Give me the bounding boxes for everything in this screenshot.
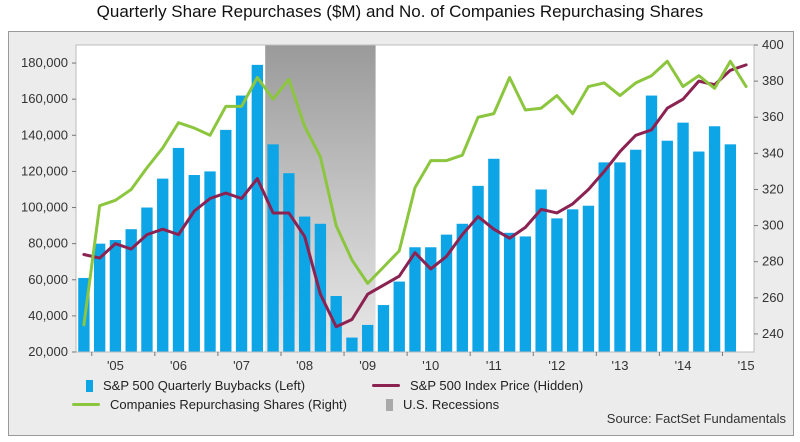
right-tick-label: 380 (762, 73, 784, 88)
right-tick-label: 400 (762, 37, 784, 52)
bar-2005Q2 (109, 240, 122, 352)
bar-2014Q1 (661, 140, 673, 352)
x-tick-label: '12 (548, 358, 565, 373)
bar-2012Q1 (535, 189, 547, 352)
legend-label-buybacks: S&P 500 Quarterly Buybacks (Left) (103, 378, 306, 393)
legend-label-index: S&P 500 Index Price (Hidden) (410, 378, 584, 393)
x-tick-label: '08 (296, 358, 313, 373)
right-tick-label: 260 (762, 290, 784, 305)
chart-title: Quarterly Share Repurchases ($M) and No.… (96, 2, 704, 21)
x-tick-label: '11 (486, 358, 502, 373)
right-tick-label: 340 (762, 145, 784, 160)
bar-2014Q4 (708, 126, 721, 352)
legend-swatch-companies (72, 403, 100, 406)
right-tick-label: 320 (762, 181, 784, 196)
x-tick-label: '06 (170, 358, 187, 373)
bar-2008Q1 (283, 173, 295, 352)
bar-2014Q3 (693, 151, 705, 352)
legend-recessions: U.S. Recessions (386, 397, 499, 412)
x-tick-label: '05 (107, 358, 124, 373)
bar-2015Q1 (724, 144, 737, 352)
bar-2008Q2 (298, 216, 311, 352)
bar-2006Q3 (188, 175, 200, 352)
bar-2006Q2 (172, 147, 185, 352)
legend-buybacks: S&P 500 Quarterly Buybacks (Left) (86, 378, 305, 393)
bar-2009Q1 (346, 337, 358, 352)
x-tick-label: '15 (738, 358, 755, 373)
left-tick-label: 180,000 (21, 55, 68, 70)
x-tick-label: '07 (233, 358, 250, 373)
legend-label-companies: Companies Repurchasing Shares (Right) (110, 397, 348, 412)
bar-2006Q1 (157, 178, 169, 352)
right-tick-label: 360 (762, 109, 784, 124)
bar-2014Q2 (677, 122, 689, 352)
source-note: Source: FactSet Fundamentals (606, 411, 786, 426)
plot-border (75, 44, 755, 353)
series-line-index-price (82, 63, 748, 329)
bar-2010Q2 (425, 247, 437, 352)
bar-2013Q3 (630, 149, 642, 352)
legend-index: S&P 500 Index Price (Hidden) (372, 378, 583, 393)
bar-2010Q3 (440, 234, 453, 352)
bar-2006Q4 (204, 171, 216, 352)
x-tick-label: '14 (675, 358, 692, 373)
right-tick-label: 300 (762, 218, 784, 233)
left-tick-label: 60,000 (28, 272, 68, 287)
legend-label-recessions: U.S. Recessions (403, 397, 500, 412)
left-tick-label: 160,000 (21, 91, 68, 106)
bar-2009Q4 (393, 281, 405, 352)
bar-2012Q2 (551, 218, 563, 352)
bar-2013Q1 (598, 162, 610, 352)
bar-2012Q3 (566, 209, 579, 352)
bar-2013Q4 (645, 95, 658, 353)
bar-2009Q2 (362, 324, 374, 352)
bar-2009Q3 (377, 305, 390, 352)
bar-2005Q3 (125, 229, 137, 352)
x-tick-label: '10 (422, 358, 439, 373)
bar-2007Q2 (235, 95, 248, 353)
bar-2007Q1 (220, 129, 232, 352)
legend-swatch-recessions (386, 398, 393, 411)
legend-swatch-index (372, 384, 400, 387)
series-line-companies-repurchasing (82, 59, 748, 327)
left-tick-label: 120,000 (21, 163, 68, 178)
left-tick-label: 40,000 (28, 308, 68, 323)
bar-2008Q3 (314, 223, 327, 352)
bar-2011Q3 (503, 232, 516, 352)
bar-2011Q2 (488, 158, 500, 352)
bar-2005Q1 (93, 243, 106, 352)
bar-2010Q1 (409, 247, 421, 352)
legend-swatch-buybacks (86, 379, 93, 392)
bar-2011Q1 (472, 185, 484, 352)
x-tick-label: '09 (359, 358, 376, 373)
bar-2010Q4 (456, 223, 468, 352)
bar-2011Q4 (519, 236, 532, 352)
left-tick-label: 20,000 (28, 344, 68, 359)
bar-2005Q4 (141, 207, 153, 352)
right-tick-label: 240 (762, 326, 784, 341)
right-tick-label: 280 (762, 254, 784, 269)
bar-2007Q4 (267, 144, 279, 352)
left-tick-label: 80,000 (28, 236, 68, 251)
x-tick-label: '13 (612, 358, 629, 373)
legend-companies: Companies Repurchasing Shares (Right) (72, 397, 347, 412)
bar-2007Q3 (251, 64, 264, 352)
bar-2012Q4 (582, 205, 595, 352)
left-tick-label: 140,000 (21, 127, 68, 142)
bar-2013Q2 (614, 162, 626, 352)
left-tick-label: 100,000 (21, 200, 68, 215)
